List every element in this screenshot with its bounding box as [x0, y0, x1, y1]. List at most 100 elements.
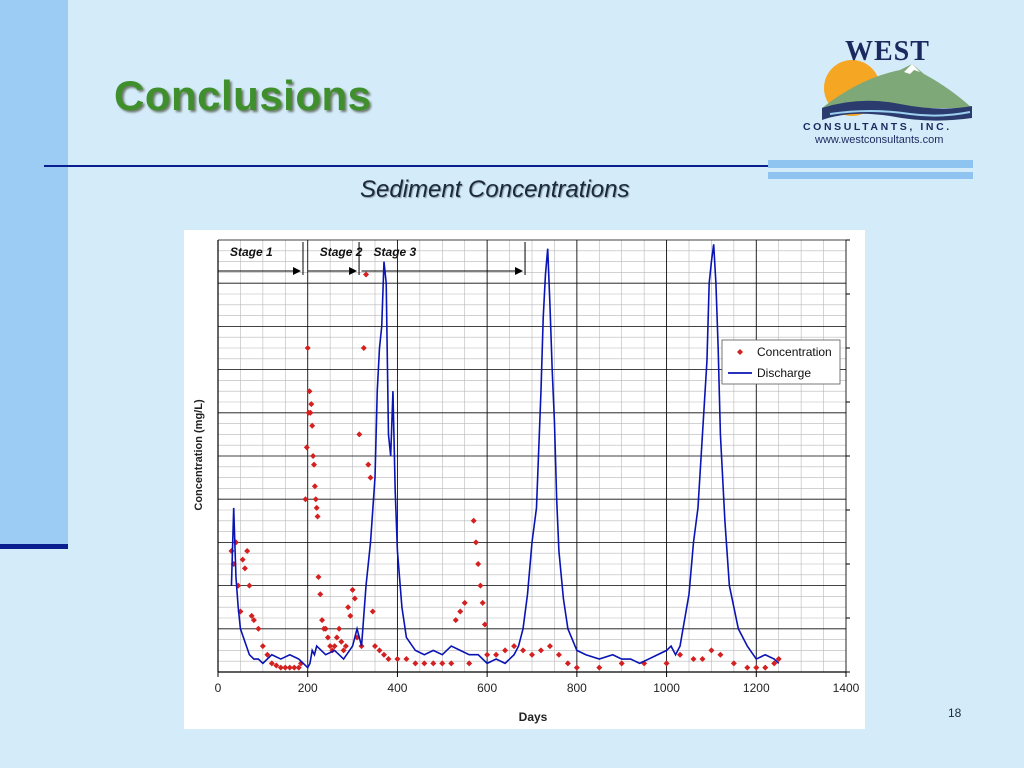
data-point-concentration — [360, 345, 367, 351]
data-point-concentration — [753, 664, 760, 671]
divider-band-top — [768, 160, 973, 168]
data-point-concentration — [317, 591, 324, 598]
stage-label: Stage 1 — [230, 245, 273, 259]
stage-annotations: Stage 1 Stage 2 Stage 3 — [217, 240, 526, 275]
data-point-concentration — [308, 401, 315, 408]
data-point-concentration — [457, 608, 464, 615]
company-logo — [822, 60, 972, 121]
x-axis-label: Days — [519, 710, 548, 724]
data-point-concentration — [310, 461, 317, 468]
slide-subtitle: Sediment Concentrations — [360, 176, 630, 203]
data-point-concentration — [349, 586, 356, 593]
data-point-concentration — [345, 604, 352, 611]
data-point-concentration — [546, 643, 553, 650]
data-point-concentration — [319, 617, 326, 624]
accent-sidebar — [0, 0, 68, 548]
data-point-concentration — [385, 656, 392, 663]
data-point-concentration — [470, 517, 477, 524]
data-point-concentration — [421, 660, 428, 667]
y-axis-label: Concentration (mg/L) — [193, 399, 205, 511]
series-line-discharge — [230, 244, 780, 669]
data-point-concentration — [663, 660, 670, 667]
accent-sidebar-rule — [0, 544, 68, 549]
data-point-concentration — [380, 651, 387, 658]
data-point-concentration — [250, 617, 257, 624]
data-point-concentration — [717, 651, 724, 658]
slide-title: Conclusions — [114, 72, 372, 119]
data-point-concentration — [677, 651, 684, 658]
data-point-concentration — [291, 664, 298, 671]
data-point-concentration — [699, 656, 706, 663]
data-point-concentration — [333, 634, 340, 641]
data-point-concentration — [376, 647, 383, 654]
chart-series — [228, 244, 782, 671]
data-point-concentration — [555, 651, 562, 658]
data-point-concentration — [248, 612, 255, 619]
stage-label: Stage 2 — [320, 245, 363, 259]
data-point-concentration — [466, 660, 473, 667]
data-point-concentration — [479, 599, 486, 606]
data-point-concentration — [484, 651, 491, 658]
data-point-concentration — [461, 599, 468, 606]
legend-swatch-marker — [737, 349, 743, 355]
data-point-concentration — [307, 409, 314, 416]
data-point-concentration — [472, 539, 479, 546]
data-point-concentration — [282, 664, 289, 671]
x-tick-label: 200 — [298, 681, 318, 695]
data-point-concentration — [286, 664, 293, 671]
chart-axes: 0 200 400 600 800 1000 1200 1400 — [215, 239, 860, 695]
data-point-concentration — [302, 496, 309, 503]
legend-label: Concentration — [757, 345, 832, 359]
data-point-concentration — [277, 664, 284, 671]
data-point-concentration — [309, 422, 316, 429]
data-point-concentration — [439, 660, 446, 667]
data-point-concentration — [342, 643, 349, 650]
sediment-chart: Stage 1 Stage 2 Stage 3 0 200 400 600 800 1000 1… — [184, 230, 865, 729]
data-point-concentration — [356, 431, 363, 438]
data-point-concentration — [351, 595, 358, 602]
data-point-concentration — [310, 453, 317, 459]
data-point-concentration — [259, 643, 266, 650]
data-point-concentration — [493, 651, 500, 658]
legend-box — [721, 339, 841, 385]
data-point-concentration — [511, 643, 518, 650]
logo-url: www.westconsultants.com — [815, 134, 944, 146]
x-tick-label: 1000 — [653, 681, 680, 695]
data-point-concentration — [452, 617, 459, 624]
data-point-concentration — [264, 651, 271, 658]
data-point-concentration — [327, 643, 334, 650]
data-point-concentration — [448, 660, 455, 667]
data-point-concentration — [771, 660, 778, 667]
data-point-concentration — [502, 647, 509, 654]
data-point-concentration — [641, 660, 648, 667]
page-number: 18 — [948, 706, 962, 720]
data-point-concentration — [537, 647, 544, 654]
data-point-concentration — [363, 271, 370, 278]
x-tick-label: 800 — [567, 681, 587, 695]
x-tick-label: 0 — [215, 681, 222, 695]
chart-legend: Concentration Discharge — [721, 339, 841, 385]
x-tick-label: 600 — [477, 681, 497, 695]
data-point-concentration — [369, 608, 376, 615]
data-point-concentration — [312, 496, 319, 503]
logo-subtitle: CONSULTANTS, INC. — [803, 121, 952, 133]
logo-wordmark: WEST — [845, 36, 930, 67]
data-point-concentration — [744, 664, 751, 671]
stage-arrow-head — [349, 267, 358, 275]
data-point-concentration — [322, 625, 329, 632]
data-point-concentration — [573, 664, 580, 671]
stage-label: Stage 3 — [374, 245, 417, 259]
data-point-concentration — [690, 656, 697, 663]
data-point-concentration — [241, 565, 248, 572]
data-point-concentration — [313, 504, 320, 511]
data-point-concentration — [295, 664, 302, 671]
mountain-icon — [822, 64, 972, 108]
data-point-concentration — [244, 548, 251, 555]
x-tick-label: 400 — [387, 681, 407, 695]
data-point-concentration — [564, 660, 571, 667]
data-point-concentration — [367, 474, 374, 481]
data-point-concentration — [255, 625, 262, 632]
divider-band-bottom — [768, 172, 973, 179]
data-point-concentration — [311, 483, 318, 490]
stage-arrow-head — [292, 267, 301, 275]
